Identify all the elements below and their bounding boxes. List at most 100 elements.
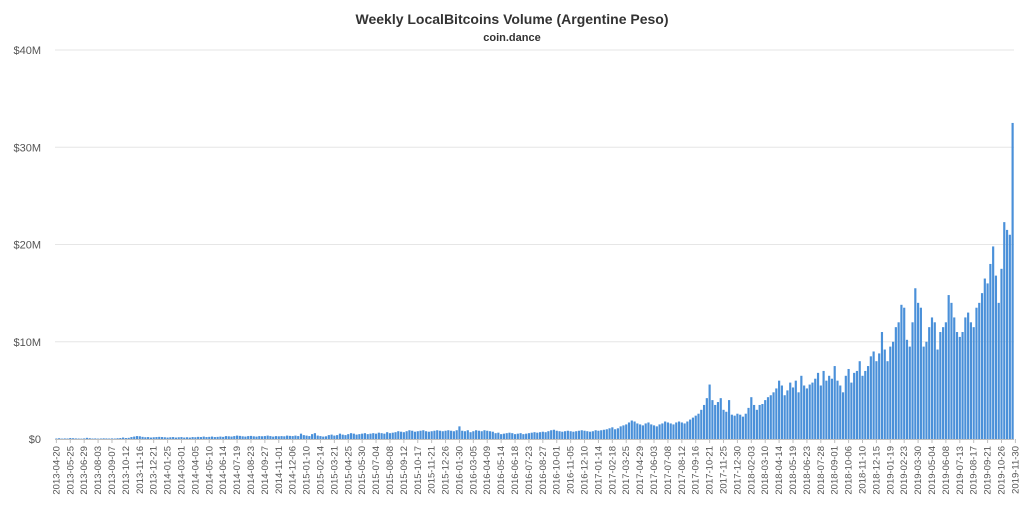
bar[interactable] (661, 423, 664, 439)
bar[interactable] (650, 424, 653, 439)
bar[interactable] (983, 278, 986, 439)
bar[interactable] (458, 426, 461, 439)
bar[interactable] (783, 395, 786, 439)
bar[interactable] (288, 435, 291, 439)
bar[interactable] (74, 438, 77, 439)
bar[interactable] (327, 435, 330, 439)
bar[interactable] (341, 434, 344, 439)
bar[interactable] (516, 433, 519, 439)
bar[interactable] (533, 432, 536, 439)
bar[interactable] (60, 438, 64, 440)
bar[interactable] (789, 382, 792, 439)
bar[interactable] (185, 437, 189, 439)
bar[interactable] (953, 317, 956, 439)
bar[interactable] (491, 431, 494, 439)
bar[interactable] (702, 404, 706, 439)
bar[interactable] (519, 433, 522, 439)
bar[interactable] (366, 434, 369, 439)
bar[interactable] (550, 430, 553, 439)
bar[interactable] (892, 341, 895, 439)
bar[interactable] (728, 400, 731, 439)
bar[interactable] (764, 400, 767, 439)
bar[interactable] (319, 436, 322, 439)
bar[interactable] (847, 368, 850, 439)
bar[interactable] (672, 424, 675, 439)
bar[interactable] (472, 431, 475, 439)
bar[interactable] (297, 436, 300, 439)
bar[interactable] (108, 438, 111, 440)
bar[interactable] (291, 436, 294, 439)
bar[interactable] (683, 423, 686, 439)
bar[interactable] (858, 361, 861, 439)
bar[interactable] (886, 361, 889, 439)
bar[interactable] (294, 435, 297, 439)
bar[interactable] (402, 432, 405, 439)
bar[interactable] (152, 437, 155, 439)
bar[interactable] (324, 436, 328, 439)
bar[interactable] (730, 414, 733, 439)
bar[interactable] (622, 425, 625, 439)
bar[interactable] (141, 436, 144, 439)
bar[interactable] (800, 375, 803, 439)
bar[interactable] (830, 378, 834, 439)
bar[interactable] (149, 437, 152, 439)
bar[interactable] (352, 433, 355, 439)
bar[interactable] (1011, 122, 1014, 439)
bar[interactable] (216, 436, 219, 439)
bar[interactable] (530, 432, 533, 439)
bar[interactable] (355, 434, 358, 439)
bar[interactable] (483, 430, 486, 439)
bar[interactable] (369, 433, 372, 439)
bar[interactable] (349, 433, 353, 439)
bar[interactable] (839, 385, 842, 439)
bar[interactable] (436, 430, 439, 439)
bar[interactable] (274, 436, 278, 439)
bar[interactable] (641, 425, 644, 439)
bar[interactable] (967, 312, 970, 439)
bar[interactable] (711, 400, 714, 439)
bar[interactable] (566, 430, 569, 439)
bar[interactable] (577, 430, 581, 439)
bar[interactable] (1005, 229, 1009, 439)
bar[interactable] (905, 339, 909, 439)
bar[interactable] (680, 422, 683, 439)
bar[interactable] (939, 332, 942, 439)
bar[interactable] (850, 382, 853, 439)
bar[interactable] (197, 436, 200, 439)
bar[interactable] (786, 390, 789, 440)
bar[interactable] (714, 404, 717, 439)
bar[interactable] (405, 431, 408, 439)
bar[interactable] (602, 429, 606, 439)
bar[interactable] (883, 349, 886, 439)
bar[interactable] (675, 422, 678, 439)
bar[interactable] (338, 433, 342, 439)
bar[interactable] (722, 409, 725, 439)
bar[interactable] (925, 341, 928, 439)
bar[interactable] (191, 437, 194, 439)
bar[interactable] (633, 421, 636, 440)
bar[interactable] (80, 438, 83, 440)
bar[interactable] (664, 421, 667, 440)
bar[interactable] (958, 336, 961, 439)
bar[interactable] (475, 430, 478, 439)
bar[interactable] (639, 424, 642, 439)
bar[interactable] (66, 438, 69, 440)
bar[interactable] (55, 438, 58, 440)
bar[interactable] (736, 413, 739, 439)
bar[interactable] (769, 395, 772, 439)
bar[interactable] (166, 437, 169, 439)
bar[interactable] (280, 436, 283, 439)
bar[interactable] (380, 433, 383, 439)
bar[interactable] (689, 419, 692, 439)
bar[interactable] (761, 403, 764, 439)
bar[interactable] (555, 430, 558, 439)
bar[interactable] (286, 435, 289, 439)
bar[interactable] (969, 322, 972, 439)
bar[interactable] (461, 430, 464, 439)
bar[interactable] (469, 432, 472, 439)
bar[interactable] (85, 437, 89, 439)
bar[interactable] (210, 436, 214, 439)
bar[interactable] (163, 437, 166, 439)
bar[interactable] (747, 407, 750, 439)
bar[interactable] (944, 322, 947, 439)
